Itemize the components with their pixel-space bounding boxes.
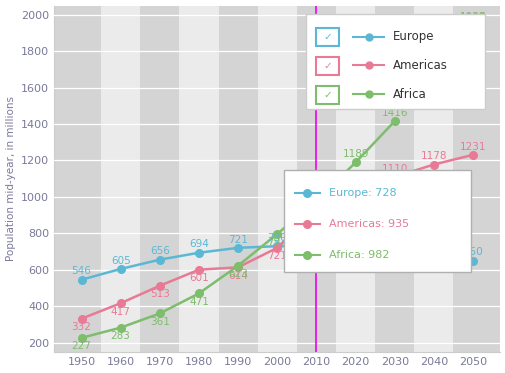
Text: 728: 728: [306, 233, 326, 243]
Text: 513: 513: [149, 289, 169, 299]
Text: 730: 730: [267, 233, 286, 243]
Text: 1231: 1231: [459, 142, 485, 151]
Text: 1189: 1189: [342, 149, 368, 159]
Text: 721: 721: [228, 235, 247, 245]
Bar: [101, 6, 140, 352]
Text: 623: 623: [228, 269, 247, 279]
Text: Africa: 982: Africa: 982: [328, 250, 388, 260]
Text: Africa: Africa: [392, 88, 426, 101]
Text: 721: 721: [267, 251, 287, 261]
Text: ✓: ✓: [323, 32, 331, 43]
Text: 614: 614: [228, 270, 247, 280]
Text: 1416: 1416: [381, 108, 407, 118]
Text: 471: 471: [189, 297, 209, 307]
Text: 656: 656: [149, 247, 169, 256]
Text: 605: 605: [111, 256, 130, 266]
Text: 1178: 1178: [420, 151, 446, 161]
Bar: [374, 6, 414, 352]
Text: 361: 361: [149, 317, 169, 327]
Text: 935: 935: [306, 195, 326, 206]
Text: 1110: 1110: [381, 164, 407, 173]
Text: 601: 601: [189, 273, 209, 283]
Text: 546: 546: [71, 266, 91, 276]
Bar: [140, 6, 179, 352]
Text: 1937: 1937: [459, 13, 485, 23]
Text: 332: 332: [71, 322, 91, 332]
Text: Americas: 935: Americas: 935: [328, 219, 408, 229]
Text: ✓: ✓: [323, 90, 331, 100]
Bar: [296, 6, 335, 352]
Bar: [316, 86, 339, 104]
Bar: [316, 28, 339, 46]
Bar: [257, 6, 296, 352]
Text: 283: 283: [111, 331, 130, 341]
Text: 982: 982: [306, 187, 326, 197]
Text: 1937: 1937: [459, 12, 485, 22]
Text: 694: 694: [189, 239, 209, 250]
Text: Europe: 728: Europe: 728: [328, 188, 395, 198]
Text: ✓: ✓: [323, 61, 331, 71]
Bar: [179, 6, 218, 352]
FancyBboxPatch shape: [306, 14, 484, 109]
Text: 650: 650: [462, 247, 482, 257]
Text: Europe: Europe: [392, 30, 434, 43]
Bar: [452, 6, 499, 352]
Bar: [414, 6, 452, 352]
Text: 227: 227: [71, 341, 91, 351]
Bar: [335, 6, 374, 352]
Text: 942: 942: [345, 194, 365, 204]
Bar: [218, 6, 257, 352]
Text: 417: 417: [111, 307, 130, 317]
Text: Americas: Americas: [392, 59, 447, 72]
FancyBboxPatch shape: [283, 170, 471, 272]
Text: 797: 797: [267, 237, 287, 247]
Bar: [54, 6, 101, 352]
Bar: [316, 57, 339, 75]
Y-axis label: Population mid-year, in millions: Population mid-year, in millions: [6, 96, 16, 261]
